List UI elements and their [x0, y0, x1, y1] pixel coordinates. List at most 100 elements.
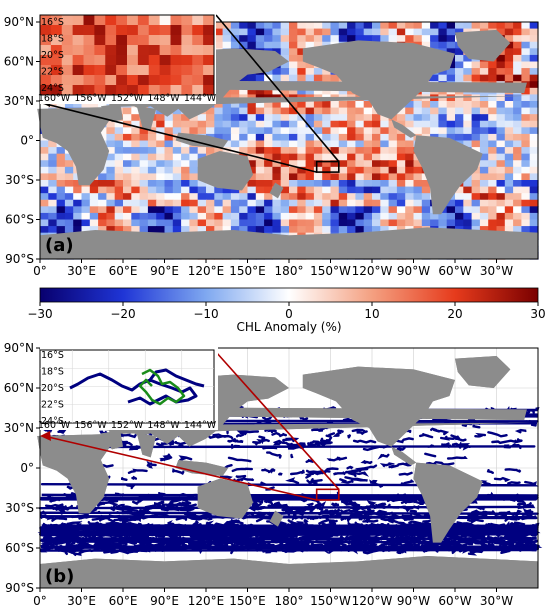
anomaly-cell	[197, 180, 207, 188]
anomaly-cell	[504, 212, 514, 221]
eddy-track	[235, 433, 245, 438]
anomaly-cell	[413, 199, 423, 207]
inset-cell	[83, 65, 95, 76]
inset-cell	[127, 25, 139, 36]
anomaly-cell	[123, 193, 132, 201]
anomaly-cell	[305, 35, 315, 43]
anomaly-cell	[48, 226, 58, 234]
anomaly-cell	[56, 153, 66, 161]
anomaly-cell	[405, 206, 415, 214]
anomaly-cell	[463, 68, 473, 76]
eddy-track	[75, 545, 90, 551]
eddy-track	[472, 424, 481, 429]
inset-lon-label: 144°W	[184, 420, 217, 431]
inset-cell	[192, 85, 204, 96]
lon-tick-label: 120°E	[188, 264, 225, 278]
eddy-track	[250, 500, 262, 508]
inset-cell	[203, 15, 215, 26]
anomaly-cell	[513, 61, 522, 69]
anomaly-cell	[280, 166, 290, 175]
anomaly-cell	[289, 101, 298, 109]
anomaly-cell	[289, 107, 298, 115]
anomaly-cell	[338, 147, 348, 155]
anomaly-cell	[504, 199, 514, 207]
anomaly-cell	[330, 147, 340, 155]
anomaly-cell	[438, 212, 448, 221]
anomaly-cell	[513, 166, 522, 175]
eddy-track	[419, 432, 434, 439]
anomaly-cell	[131, 206, 141, 214]
anomaly-cell	[297, 35, 307, 43]
anomaly-cell	[222, 120, 232, 128]
eddy-track	[311, 532, 323, 539]
eddy-track	[223, 519, 234, 525]
anomaly-cell	[380, 147, 390, 155]
eddy-track	[395, 437, 414, 444]
inset-cell	[40, 65, 52, 76]
anomaly-cell	[73, 101, 83, 109]
anomaly-cell	[255, 186, 265, 194]
eddy-track	[489, 538, 501, 544]
anomaly-cell	[388, 212, 398, 221]
anomaly-cell	[355, 180, 365, 188]
anomaly-cell	[313, 193, 323, 201]
eddy-track	[57, 429, 67, 435]
anomaly-cell	[479, 68, 489, 76]
anomaly-cell	[529, 87, 539, 96]
anomaly-cell	[413, 22, 423, 30]
colorbar: −30 −20 −10 0 10 20 30 CHL Anomaly (%)	[27, 287, 546, 334]
eddy-track	[120, 523, 125, 529]
inset-cell	[83, 15, 95, 26]
anomaly-cell	[214, 193, 224, 201]
anomaly-cell	[380, 133, 390, 142]
eddy-track	[232, 439, 244, 443]
anomaly-cell	[73, 212, 83, 221]
anomaly-cell	[239, 22, 249, 30]
anomaly-cell	[181, 199, 190, 207]
anomaly-cell	[297, 212, 307, 221]
anomaly-cell	[40, 140, 49, 148]
anomaly-cell	[56, 180, 66, 188]
anomaly-cell	[239, 120, 249, 128]
anomaly-cell	[521, 35, 531, 43]
anomaly-cell	[206, 206, 215, 214]
anomaly-cell	[463, 212, 473, 221]
eddy-track	[156, 501, 167, 508]
anomaly-cell	[529, 173, 539, 181]
inset-cell	[94, 35, 106, 46]
eddy-track	[118, 441, 133, 447]
anomaly-cell	[330, 120, 340, 128]
anomaly-cell	[455, 48, 464, 56]
anomaly-cell	[305, 114, 315, 122]
anomaly-cell	[131, 219, 141, 227]
anomaly-cell	[521, 153, 531, 161]
eddy-track	[346, 517, 352, 525]
anomaly-cell	[81, 199, 91, 207]
anomaly-cell	[255, 206, 265, 214]
anomaly-cell	[479, 61, 489, 69]
eddy-track	[66, 485, 73, 490]
anomaly-cell	[222, 114, 232, 122]
eddy-track	[220, 475, 233, 480]
anomaly-cell	[363, 206, 373, 214]
anomaly-cell	[496, 147, 506, 155]
anomaly-cell	[363, 212, 373, 221]
eddy-track	[376, 509, 388, 515]
anomaly-cell	[380, 226, 390, 234]
anomaly-cell	[247, 180, 257, 188]
anomaly-cell	[98, 193, 107, 201]
inset-lat-label: 18°S	[41, 367, 64, 378]
anomaly-cell	[239, 133, 249, 142]
anomaly-cell	[280, 127, 290, 135]
lon-axis: 0° 30°E 60°E 90°E 120°E 150°E 180° 150°W 120°W 90…	[33, 259, 513, 278]
anomaly-cell	[405, 133, 415, 142]
anomaly-cell	[48, 153, 58, 161]
anomaly-cell	[355, 147, 365, 155]
anomaly-cell	[247, 127, 257, 135]
anomaly-cell	[73, 186, 83, 194]
lon-tick-label: 0°	[33, 594, 47, 608]
anomaly-cell	[64, 186, 74, 194]
inset-cell	[192, 35, 204, 46]
anomaly-cell	[347, 186, 356, 194]
lon-tick-label: 120°E	[188, 594, 225, 608]
